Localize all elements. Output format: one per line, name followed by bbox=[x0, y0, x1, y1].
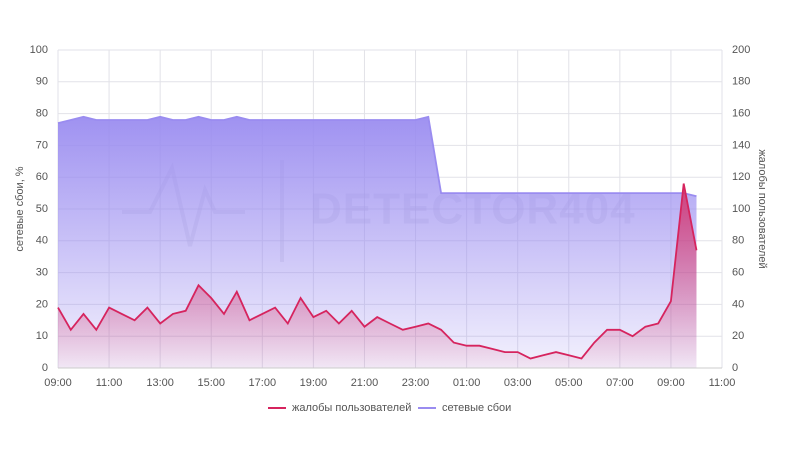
line bbox=[57, 115, 697, 198]
x-tick-label: 17:00 bbox=[249, 377, 277, 389]
x-tick-label: 21:00 bbox=[351, 377, 379, 389]
y2-tick-label: 20 bbox=[732, 330, 744, 342]
legend-label: жалобы пользователей bbox=[292, 402, 411, 414]
y2-tick-label: 60 bbox=[732, 267, 744, 279]
y2-tick-label: 200 bbox=[732, 44, 750, 56]
y2-tick-label: 120 bbox=[732, 171, 750, 183]
x-tick-label: 03:00 bbox=[504, 377, 532, 389]
legend-label: сетевые сбои bbox=[442, 402, 511, 414]
y-tick-label: 70 bbox=[36, 139, 48, 151]
x-tick-label: 11:00 bbox=[96, 377, 123, 389]
x-tick-label: 23:00 bbox=[402, 377, 430, 389]
x-tick-label: 11:00 bbox=[709, 377, 736, 389]
y-tick-label: 100 bbox=[30, 44, 48, 56]
x-tick-label: 13:00 bbox=[146, 377, 174, 389]
y2-tick-label: 0 bbox=[732, 362, 738, 374]
x-tick-label: 15:00 bbox=[197, 377, 225, 389]
y2-tick-label: 140 bbox=[732, 139, 750, 151]
y2-tick-label: 40 bbox=[732, 298, 744, 310]
y-tick-label: 20 bbox=[36, 298, 48, 310]
x-tick-label: 09:00 bbox=[44, 377, 72, 389]
y-tick-label: 60 bbox=[36, 171, 48, 183]
y2-tick-label: 180 bbox=[732, 76, 750, 88]
y-tick-label: 90 bbox=[36, 76, 48, 88]
y2-tick-label: 160 bbox=[732, 108, 750, 120]
x-tick-label: 19:00 bbox=[300, 377, 328, 389]
y-tick-label: 10 bbox=[36, 330, 48, 342]
y-axis-title: сетевые сбои, % bbox=[14, 166, 26, 251]
line bbox=[57, 183, 698, 360]
y-tick-label: 40 bbox=[36, 235, 48, 247]
y2-axis-title: жалобы пользователей bbox=[756, 149, 768, 268]
y-tick-label: 30 bbox=[36, 267, 48, 279]
x-tick-label: 01:00 bbox=[453, 377, 481, 389]
y-tick-label: 80 bbox=[36, 108, 48, 120]
y-tick-label: 50 bbox=[36, 203, 48, 215]
x-tick-label: 09:00 bbox=[657, 377, 685, 389]
y2-tick-label: 100 bbox=[732, 203, 750, 215]
y2-tick-label: 80 bbox=[732, 235, 744, 247]
area bbox=[58, 183, 697, 368]
x-tick-label: 07:00 bbox=[606, 377, 634, 389]
x-tick-label: 05:00 bbox=[555, 377, 583, 389]
y-tick-label: 0 bbox=[42, 362, 48, 374]
